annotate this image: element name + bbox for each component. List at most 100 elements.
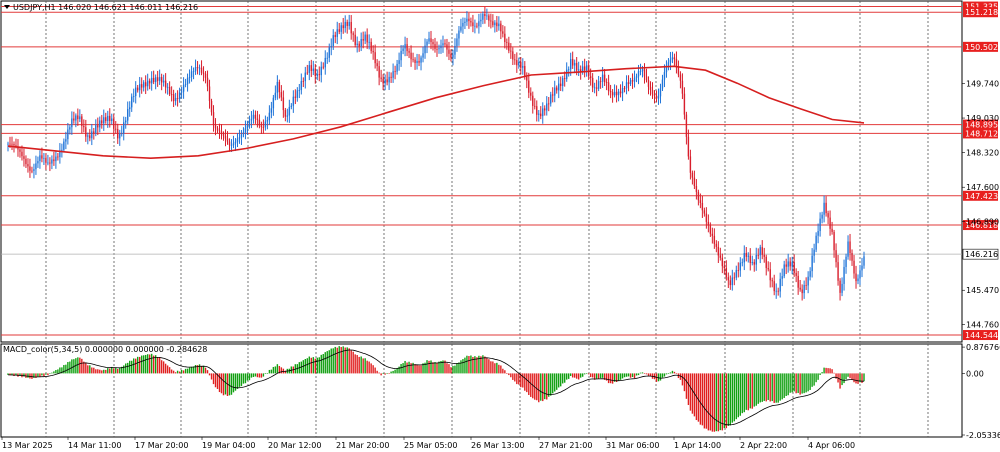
macd-bar	[729, 373, 732, 426]
candle-body	[765, 256, 767, 269]
candle-body	[629, 80, 632, 84]
macd-bar	[500, 365, 502, 374]
candle-body	[246, 125, 249, 129]
macd-bar	[797, 373, 799, 393]
candle-body	[785, 264, 787, 267]
macd-bar	[79, 357, 81, 374]
candle-body	[144, 82, 147, 87]
price-level-tag	[963, 330, 998, 341]
candle-body	[530, 92, 532, 96]
macd-bar	[188, 367, 191, 374]
candle-body	[400, 50, 402, 61]
candle-body	[779, 278, 781, 292]
macd-bar	[841, 373, 843, 386]
candle-body	[168, 86, 171, 95]
macd-bar	[246, 373, 249, 381]
candle-body	[847, 241, 849, 257]
macd-bar	[605, 373, 608, 381]
macd-bar	[434, 362, 436, 374]
candle-body	[43, 157, 45, 159]
candle-body	[591, 77, 594, 88]
candle-body	[382, 78, 384, 84]
time-axis: 13 Mar 2025 14 Mar 11:00 17 Mar 20:00 19 Ma…	[1, 437, 855, 450]
candle-body	[9, 143, 11, 145]
macd-bar	[667, 373, 670, 374]
dropdown-triangle-icon[interactable]	[4, 5, 10, 9]
candle-body	[751, 262, 753, 264]
macd-bar	[268, 369, 271, 374]
macd-bar	[743, 373, 745, 413]
macd-bar	[53, 371, 55, 374]
candle-body	[759, 247, 761, 256]
macd-bar	[717, 373, 720, 432]
macd-bar	[554, 373, 556, 392]
macd-bar	[35, 373, 37, 378]
candle-body	[250, 118, 253, 121]
chart-frame	[0, 0, 963, 438]
macd-bar	[127, 362, 129, 374]
macd-bar	[522, 373, 524, 388]
candle-body	[727, 277, 730, 281]
macd-bar	[685, 373, 688, 399]
macd-bar	[115, 367, 117, 374]
macd-bar	[567, 373, 570, 379]
candle-body	[476, 25, 478, 27]
price-level-tag	[963, 220, 998, 231]
candle-body	[266, 120, 269, 122]
candle-body	[839, 280, 841, 293]
macd-bar	[474, 356, 476, 374]
macd-bar	[230, 373, 233, 395]
macd-bar	[671, 370, 674, 374]
candle-body	[129, 107, 131, 110]
candle-body	[218, 130, 221, 132]
candle-body	[777, 290, 779, 292]
candle-body	[667, 62, 670, 66]
candle-body	[51, 159, 53, 164]
macd-bar	[113, 368, 115, 374]
macd-bar	[470, 355, 472, 374]
candle-body	[298, 90, 301, 91]
macd-bar	[380, 373, 382, 376]
candle-body	[681, 80, 684, 94]
candle-body	[131, 96, 133, 108]
candle-body	[783, 264, 785, 277]
candle-body	[258, 119, 261, 126]
candle-body	[560, 83, 562, 87]
candle-body	[180, 91, 183, 93]
macd-bar	[508, 373, 510, 376]
candle-body	[488, 15, 490, 21]
candle-body	[366, 34, 368, 43]
price-level-label: 146.818	[965, 221, 998, 230]
price-level-label: 144.544	[965, 331, 998, 340]
candle-body	[318, 74, 320, 76]
macd-bar	[709, 373, 712, 431]
candle-body	[484, 13, 486, 17]
macd-bar	[442, 360, 444, 374]
candle-body	[721, 257, 724, 267]
macd-bar	[518, 373, 520, 385]
candle-body	[77, 115, 79, 120]
macd-bar	[701, 373, 704, 426]
candle-body	[833, 231, 835, 251]
candle-body	[615, 91, 618, 96]
macd-bar	[338, 346, 340, 374]
symbol-header[interactable]: USDJPY,H1 146.020 146.621 146.011 146.21…	[4, 3, 198, 12]
macd-bar	[703, 373, 706, 429]
candle-body	[639, 71, 642, 72]
candle-body	[520, 62, 522, 68]
macd-bar	[544, 373, 546, 400]
candle-body	[627, 82, 630, 84]
candle-body	[669, 59, 672, 63]
macd-bar	[109, 368, 111, 374]
macd-bar	[787, 373, 789, 396]
candle-body	[585, 65, 588, 71]
macd-bar	[613, 373, 616, 382]
symbol-header-text: USDJPY,H1 146.020 146.621 146.011 146.21…	[13, 3, 198, 12]
candle-body	[316, 74, 318, 76]
macd-bar	[847, 373, 849, 377]
candle-body	[474, 25, 476, 27]
candle-body	[222, 134, 225, 136]
